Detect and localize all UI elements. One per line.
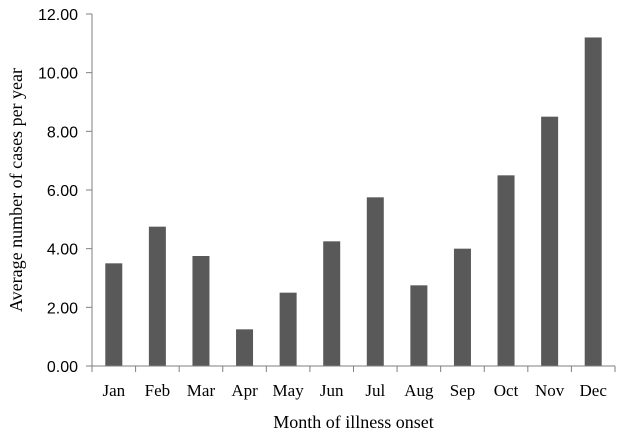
x-tick-label: Feb bbox=[145, 381, 171, 400]
x-tick-label: Mar bbox=[187, 381, 216, 400]
bar bbox=[497, 175, 515, 366]
y-axis-label: Average number of cases per year bbox=[6, 68, 26, 312]
bar bbox=[192, 256, 210, 366]
y-tick-label: 0.00 bbox=[47, 359, 78, 376]
y-tick-label: 12.00 bbox=[38, 7, 78, 24]
bar bbox=[323, 241, 341, 366]
y-ticks-group: 0.00 2.00 4.00 6.00 8.00 10.00 12.00 bbox=[38, 7, 92, 376]
y-tick-label: 8.00 bbox=[47, 124, 78, 141]
x-tick-label: May bbox=[273, 381, 305, 400]
y-tick-label: 2.00 bbox=[47, 300, 78, 317]
x-tick-label: Jul bbox=[365, 381, 385, 400]
y-tick-label: 4.00 bbox=[47, 242, 78, 259]
x-tick-label: Sep bbox=[450, 381, 476, 400]
bar bbox=[584, 37, 602, 366]
bars-group bbox=[105, 37, 602, 367]
x-tick-label: Aug bbox=[404, 381, 434, 400]
axes-group bbox=[91, 14, 615, 367]
y-tick-label: 10.00 bbox=[38, 66, 78, 83]
x-tick-label: Dec bbox=[580, 381, 608, 400]
bar bbox=[105, 263, 123, 366]
x-tick-label: Jun bbox=[320, 381, 344, 400]
x-tick-label: Oct bbox=[494, 381, 519, 400]
x-tick-label: Apr bbox=[231, 381, 258, 400]
x-tick-label: Jan bbox=[102, 381, 125, 400]
x-tick-label: Nov bbox=[535, 381, 565, 400]
y-tick-label: 6.00 bbox=[47, 183, 78, 200]
bar bbox=[279, 292, 297, 366]
x-axis-label: Month of illness onset bbox=[273, 412, 434, 432]
bar bbox=[541, 116, 559, 367]
bar bbox=[453, 248, 471, 366]
bar bbox=[236, 329, 254, 366]
x-ticks-group: Jan Feb Mar Apr May Jun Jul Aug Sep Oct Nov Dec bbox=[91, 366, 616, 400]
bar bbox=[148, 226, 166, 366]
bar bbox=[410, 285, 428, 366]
bar bbox=[366, 197, 384, 366]
